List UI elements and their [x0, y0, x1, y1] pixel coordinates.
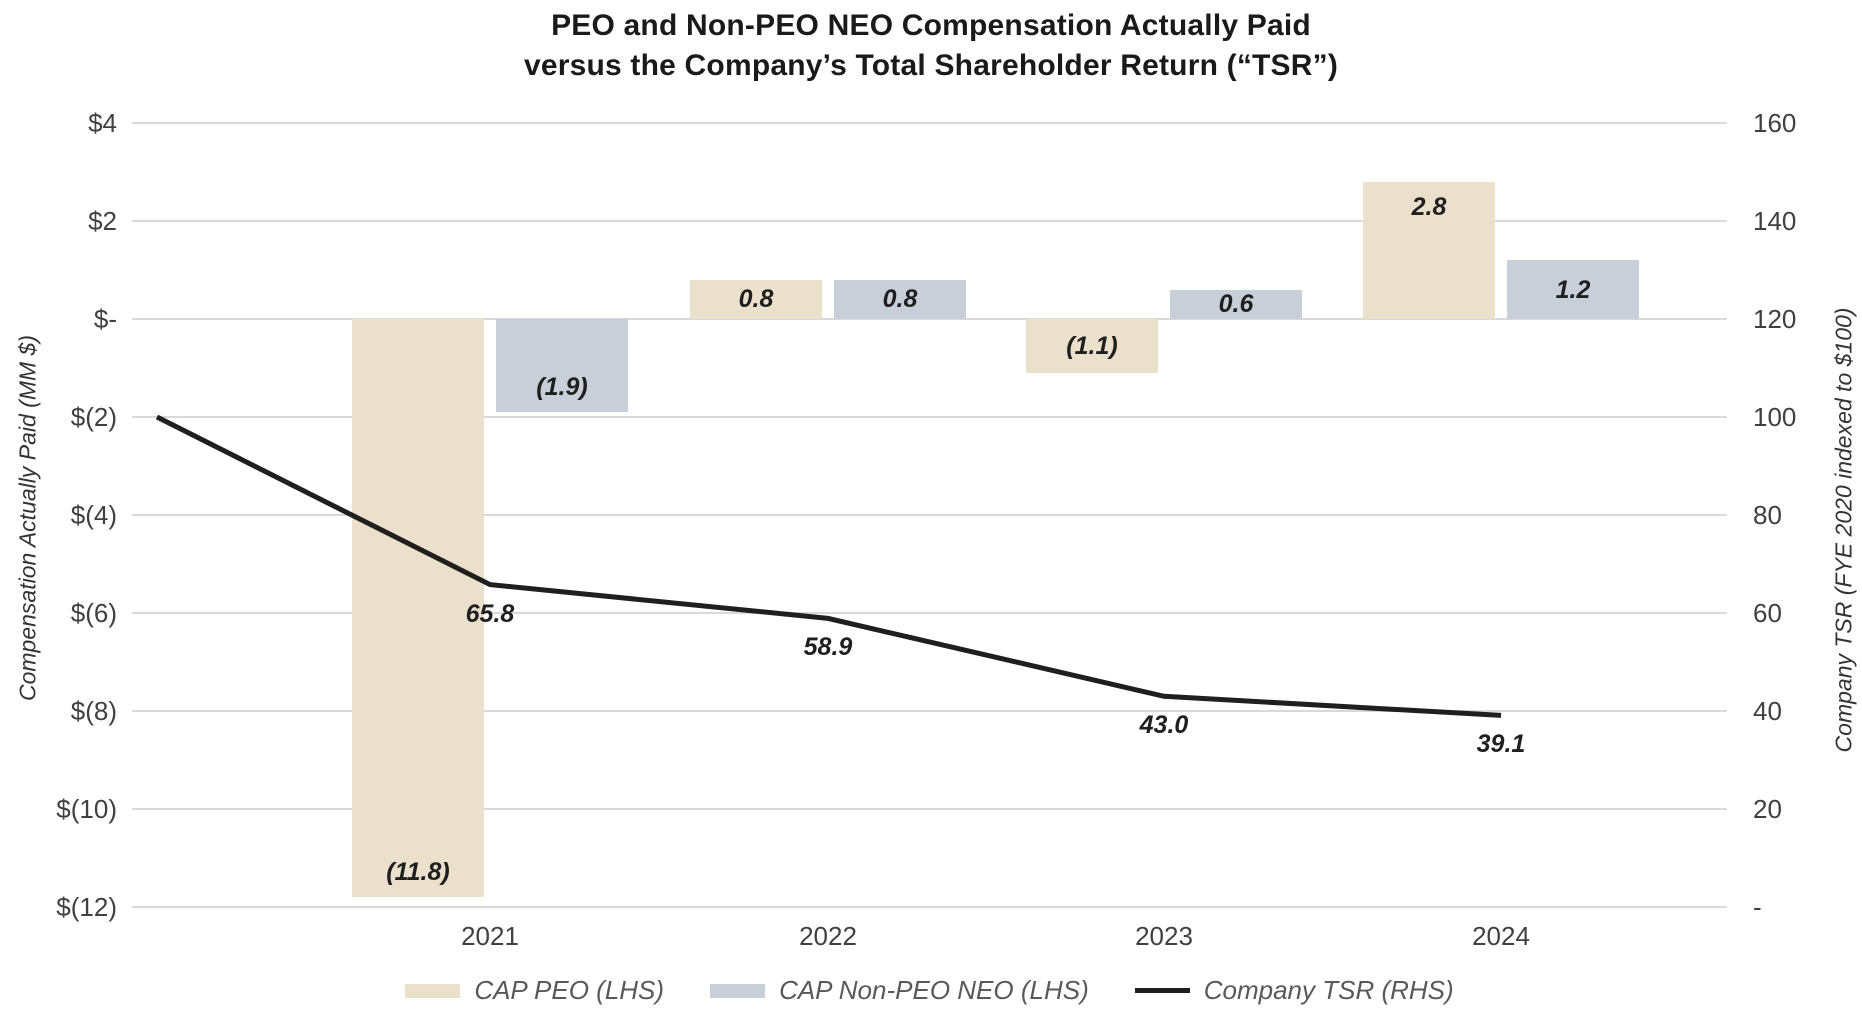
gridline: [132, 710, 1727, 712]
gridline: [132, 906, 1727, 908]
legend-label: CAP Non-PEO NEO (LHS): [779, 975, 1089, 1005]
right-axis-tick: 20: [1753, 794, 1782, 824]
tsr-point-label: 58.9: [803, 633, 853, 662]
bar-label: (11.8): [386, 858, 450, 887]
bar-cap-peo-2024: [1363, 181, 1495, 319]
legend-line-swatch: [1134, 988, 1190, 993]
gridline: [132, 612, 1727, 614]
bar-label: 0.8: [738, 285, 774, 314]
left-axis-tick: $(8): [70, 696, 117, 726]
legend-item: Company TSR (RHS): [1134, 975, 1454, 1006]
legend-item: CAP PEO (LHS): [405, 975, 664, 1006]
bar-label: 1.2: [1555, 275, 1591, 304]
tsr-point-label: 39.1: [1476, 730, 1526, 759]
left-axis-tick: $2: [88, 206, 117, 236]
bar-label: 2.8: [1411, 192, 1447, 221]
bar-cap-non-peo-neo-2023: [1170, 289, 1302, 319]
bar-cap-non-peo-neo-2022: [834, 279, 966, 319]
legend-item: CAP Non-PEO NEO (LHS): [710, 975, 1089, 1006]
legend: CAP PEO (LHS) CAP Non-PEO NEO (LHS) Compan…: [132, 975, 1727, 1006]
gridline: [132, 318, 1727, 320]
gridline: [132, 514, 1727, 516]
bar-cap-peo-2023: [1026, 319, 1158, 373]
right-axis-tick: -: [1753, 892, 1762, 922]
right-axis-tick: 140: [1753, 206, 1797, 236]
tsr-point-label: 65.8: [465, 599, 515, 628]
bar-label: (1.1): [1066, 331, 1118, 360]
bar-cap-non-peo-neo-2021: [496, 319, 628, 413]
left-axis-tick: $(12): [56, 892, 117, 922]
right-axis-tick: 160: [1753, 108, 1797, 138]
legend-label: CAP PEO (LHS): [474, 975, 665, 1005]
tsr-point-label: 43.0: [1139, 711, 1189, 740]
chart-title: PEO and Non-PEO NEO Compensation Actuall…: [0, 6, 1862, 86]
x-axis-label-2021: 2021: [461, 921, 519, 951]
legend-bar-swatch: [405, 983, 461, 998]
legend-label: Company TSR (RHS): [1203, 975, 1454, 1005]
right-axis-tick: 60: [1753, 598, 1782, 628]
bar-cap-peo-2022: [690, 279, 822, 319]
bar-label: 0.8: [882, 285, 918, 314]
x-axis-label-2023: 2023: [1135, 921, 1193, 951]
gridline: [132, 808, 1727, 810]
x-axis-label-2024: 2024: [1472, 921, 1530, 951]
x-axis-label-2022: 2022: [799, 921, 857, 951]
right-axis-tick: 120: [1753, 304, 1797, 334]
left-axis-tick: $(10): [56, 794, 117, 824]
left-axis-tick: $4: [88, 108, 117, 138]
gridline: [132, 220, 1727, 222]
chart-title-line1: PEO and Non-PEO NEO Compensation Actuall…: [551, 9, 1311, 42]
left-axis-tick: $(2): [70, 402, 117, 432]
left-axis-tick: $-: [93, 304, 117, 334]
right-axis-tick: 80: [1753, 500, 1782, 530]
gridline: [132, 416, 1727, 418]
bar-label: (1.9): [536, 373, 588, 402]
bar-label: 0.6: [1218, 290, 1254, 319]
right-axis-tick: 40: [1753, 696, 1782, 726]
left-axis-tick: $(4): [70, 500, 117, 530]
gridline: [132, 122, 1727, 124]
bar-cap-non-peo-neo-2024: [1507, 260, 1639, 319]
right-axis-tick: 100: [1753, 402, 1797, 432]
left-axis-tick: $(6): [70, 598, 117, 628]
bar-cap-peo-2021: [352, 319, 484, 898]
chart-title-line2: versus the Company’s Total Shareholder R…: [523, 49, 1339, 82]
legend-bar-swatch: [710, 983, 766, 998]
